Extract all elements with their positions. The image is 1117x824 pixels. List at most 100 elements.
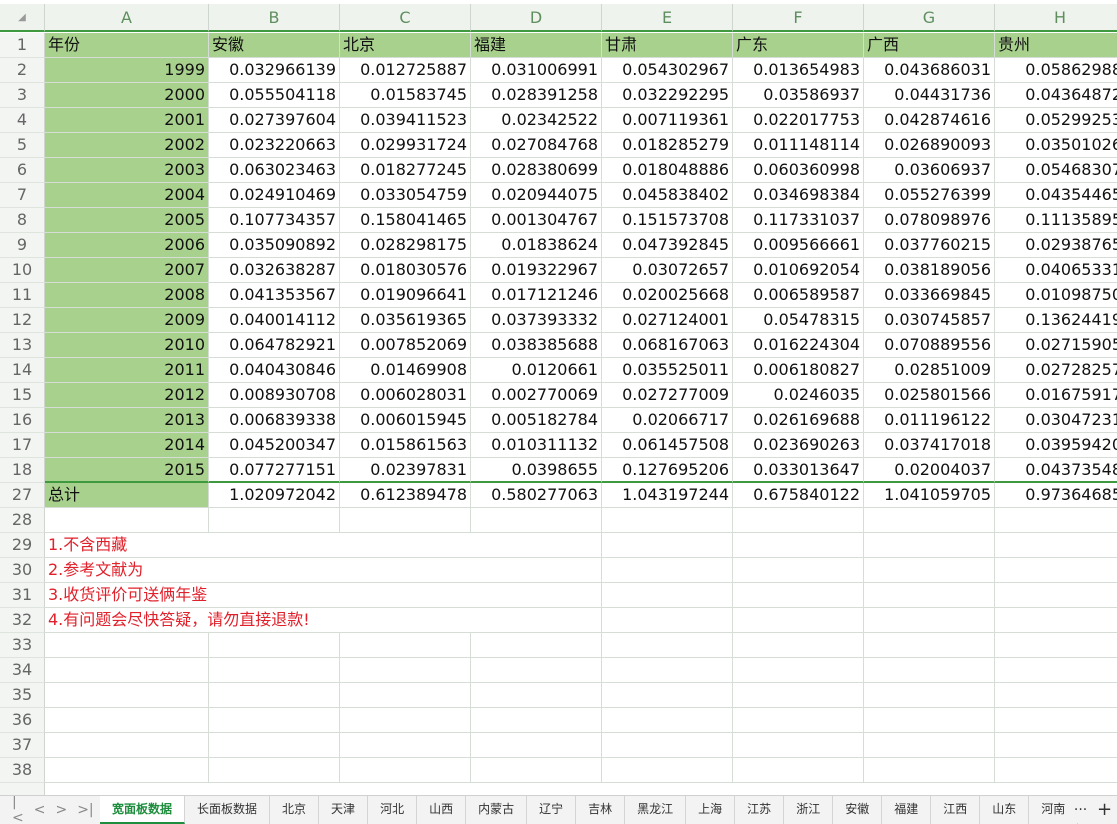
cell[interactable]: 0.055276399 — [864, 183, 995, 208]
cell[interactable]: 0.11135895 — [995, 208, 1117, 233]
cell[interactable]: 0.037417018 — [864, 433, 995, 458]
cell[interactable] — [471, 608, 602, 633]
cell[interactable]: 0.064782921 — [209, 333, 340, 358]
cell[interactable]: 0.002770069 — [471, 383, 602, 408]
sheet-tab[interactable]: 福建 — [882, 796, 932, 824]
cell[interactable]: 0.05468307 — [995, 158, 1117, 183]
cell[interactable]: 0.02938765 — [995, 233, 1117, 258]
cell[interactable]: 0.027397604 — [209, 108, 340, 133]
cell[interactable]: 1.020972042 — [209, 483, 340, 508]
cell[interactable] — [733, 558, 864, 583]
cell[interactable]: 0.0246035 — [733, 383, 864, 408]
cell[interactable]: 0.045200347 — [209, 433, 340, 458]
cell[interactable]: 2009 — [45, 308, 209, 333]
cell[interactable] — [471, 758, 602, 783]
sheet-tab[interactable]: 北京 — [270, 796, 320, 824]
cell[interactable]: 0.612389478 — [340, 483, 471, 508]
sheet-tab[interactable]: 山东 — [980, 796, 1030, 824]
cell[interactable]: 0.028380699 — [471, 158, 602, 183]
cell[interactable] — [995, 658, 1117, 683]
cell[interactable]: 0.117331037 — [733, 208, 864, 233]
cell[interactable] — [733, 608, 864, 633]
cell[interactable]: 0.037393332 — [471, 308, 602, 333]
cell[interactable]: 0.018277245 — [340, 158, 471, 183]
cell[interactable]: 0.020944075 — [471, 183, 602, 208]
cell[interactable]: 0.02004037 — [864, 458, 995, 483]
cell[interactable]: 0.037760215 — [864, 233, 995, 258]
cell[interactable]: 0.022017753 — [733, 108, 864, 133]
cell[interactable] — [471, 533, 602, 558]
cell[interactable] — [602, 633, 733, 658]
cell[interactable]: 0.006015945 — [340, 408, 471, 433]
cell[interactable] — [995, 608, 1117, 633]
cell[interactable] — [864, 683, 995, 708]
cell[interactable] — [602, 683, 733, 708]
cell[interactable]: 0.041353567 — [209, 283, 340, 308]
cell[interactable] — [995, 683, 1117, 708]
cell[interactable]: 0.031006991 — [471, 58, 602, 83]
cell[interactable] — [995, 758, 1117, 783]
cell[interactable]: 0.018030576 — [340, 258, 471, 283]
cell[interactable] — [995, 733, 1117, 758]
cell[interactable] — [471, 558, 602, 583]
cell[interactable] — [45, 683, 209, 708]
cell[interactable]: 0.012725887 — [340, 58, 471, 83]
cell[interactable]: 0.010692054 — [733, 258, 864, 283]
column-header[interactable]: B — [209, 4, 340, 32]
cell[interactable] — [995, 708, 1117, 733]
cell[interactable] — [864, 558, 995, 583]
cell[interactable] — [209, 683, 340, 708]
cell[interactable]: 0.032966139 — [209, 58, 340, 83]
cell[interactable] — [733, 683, 864, 708]
sheet-tab[interactable]: 辽宁 — [527, 796, 577, 824]
sheet-tab[interactable]: 山西 — [417, 796, 467, 824]
cell[interactable]: 0.019322967 — [471, 258, 602, 283]
cell[interactable]: 0.077277151 — [209, 458, 340, 483]
cell[interactable] — [340, 708, 471, 733]
cell[interactable]: 2014 — [45, 433, 209, 458]
note-text[interactable]: 1.不含西藏 — [45, 533, 471, 558]
cell[interactable] — [471, 708, 602, 733]
column-header[interactable]: A — [45, 4, 209, 32]
cell[interactable]: 总计 — [45, 483, 209, 508]
cell[interactable]: 0.026169688 — [733, 408, 864, 433]
column-header[interactable]: C — [340, 4, 471, 32]
cell[interactable]: 2008 — [45, 283, 209, 308]
cell[interactable]: 0.02066717 — [602, 408, 733, 433]
cell[interactable] — [602, 658, 733, 683]
cell[interactable]: 0.001304767 — [471, 208, 602, 233]
cell[interactable]: 0.078098976 — [864, 208, 995, 233]
cell[interactable]: 2012 — [45, 383, 209, 408]
cell[interactable]: 0.006589587 — [733, 283, 864, 308]
cell[interactable] — [340, 758, 471, 783]
cell[interactable]: 0.02851009 — [864, 358, 995, 383]
column-header[interactable]: D — [471, 4, 602, 32]
cell[interactable]: 0.027277009 — [602, 383, 733, 408]
cell[interactable]: 0.006028031 — [340, 383, 471, 408]
cell[interactable]: 0.006180827 — [733, 358, 864, 383]
cell[interactable]: 0.030745857 — [864, 308, 995, 333]
cell[interactable]: 0.01583745 — [340, 83, 471, 108]
cell[interactable]: 0.107734357 — [209, 208, 340, 233]
cell[interactable]: 0.028391258 — [471, 83, 602, 108]
cell[interactable] — [602, 758, 733, 783]
sheet-tab[interactable]: 内蒙古 — [466, 796, 528, 824]
cell[interactable]: 0.580277063 — [471, 483, 602, 508]
sheet-tab[interactable]: 江苏 — [735, 796, 785, 824]
cell[interactable]: 0.019096641 — [340, 283, 471, 308]
cell[interactable]: 0.039411523 — [340, 108, 471, 133]
cell[interactable]: 0.007119361 — [602, 108, 733, 133]
sheet-tab[interactable]: 浙江 — [784, 796, 834, 824]
cell[interactable] — [864, 583, 995, 608]
cell[interactable]: 0.05299253 — [995, 108, 1117, 133]
cell[interactable] — [995, 633, 1117, 658]
cell[interactable]: 2001 — [45, 108, 209, 133]
cell[interactable]: 0.017121246 — [471, 283, 602, 308]
cell[interactable]: 0.045838402 — [602, 183, 733, 208]
sheet-tab[interactable]: 黑龙江 — [625, 796, 687, 824]
cell[interactable]: 0.035525011 — [602, 358, 733, 383]
cell[interactable]: 0.029931724 — [340, 133, 471, 158]
cell[interactable]: 0.070889556 — [864, 333, 995, 358]
cell[interactable] — [209, 658, 340, 683]
cell[interactable]: 0.007852069 — [340, 333, 471, 358]
